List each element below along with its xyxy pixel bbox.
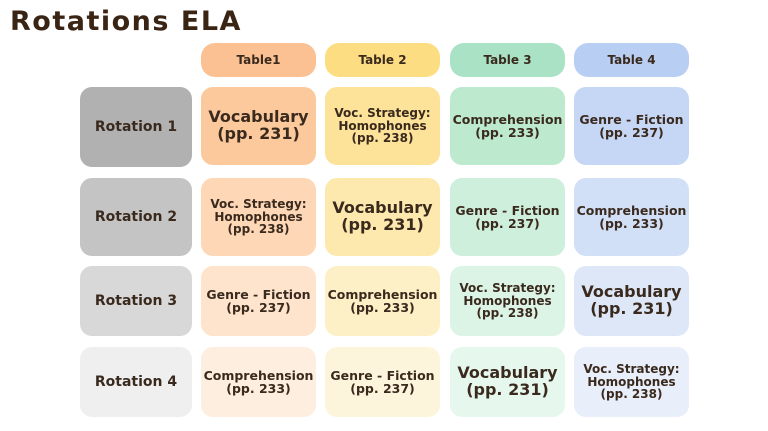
schedule-cell: Vocabulary (pp. 231) xyxy=(574,266,689,336)
schedule-cell: Vocabulary (pp. 231) xyxy=(450,347,565,417)
cell-activity: Vocabulary xyxy=(208,107,309,127)
cell-pages: (pp. 233) xyxy=(475,125,540,140)
cell-pages: (pp. 237) xyxy=(599,125,664,140)
cell-pages: (pp. 238) xyxy=(351,131,414,146)
cell-activity: Comprehension xyxy=(203,367,314,383)
cell-activity: Vocabulary xyxy=(332,198,433,218)
cell-activity: Vocabulary xyxy=(581,282,682,302)
cell-activity: Genre - Fiction xyxy=(330,367,435,383)
cell-activity: Comprehension xyxy=(327,286,438,302)
cell-pages: (pp. 237) xyxy=(475,216,540,231)
rotation-label-2: Rotation 2 xyxy=(80,178,192,256)
schedule-cell: Vocabulary (pp. 231) xyxy=(201,87,316,165)
schedule-cell: Comprehension (pp. 233) xyxy=(450,87,565,165)
schedule-cell: Genre - Fiction (pp. 237) xyxy=(574,87,689,165)
schedule-cell: Voc. Strategy: Homophones (pp. 238) xyxy=(325,87,440,165)
table-header-1: Table1 xyxy=(201,43,316,77)
cell-pages: (pp. 238) xyxy=(600,387,663,402)
cell-pages: (pp. 231) xyxy=(341,215,424,234)
cell-pages: (pp. 231) xyxy=(466,380,549,399)
cell-pages: (pp. 231) xyxy=(217,124,300,143)
schedule-cell: Comprehension (pp. 233) xyxy=(325,266,440,336)
rotation-label-3: Rotation 3 xyxy=(80,266,192,336)
schedule-cell: Comprehension (pp. 233) xyxy=(574,178,689,256)
cell-activity: Comprehension xyxy=(576,202,687,218)
cell-activity: Voc. Strategy: Homophones xyxy=(583,362,680,389)
cell-pages: (pp. 233) xyxy=(226,381,291,396)
cell-pages: (pp. 237) xyxy=(226,300,291,315)
cell-pages: (pp. 237) xyxy=(350,381,415,396)
table-header-3: Table 3 xyxy=(450,43,565,77)
cell-activity: Voc. Strategy: Homophones xyxy=(334,106,431,133)
cell-pages: (pp. 233) xyxy=(350,300,415,315)
cell-activity: Genre - Fiction xyxy=(579,111,684,127)
cell-pages: (pp. 231) xyxy=(590,299,673,318)
cell-activity: Voc. Strategy: Homophones xyxy=(210,197,307,224)
schedule-cell: Voc. Strategy: Homophones (pp. 238) xyxy=(450,266,565,336)
schedule-cell: Voc. Strategy: Homophones (pp. 238) xyxy=(201,178,316,256)
rotation-label-1: Rotation 1 xyxy=(80,87,192,167)
schedule-cell: Comprehension (pp. 233) xyxy=(201,347,316,417)
schedule-cell: Genre - Fiction (pp. 237) xyxy=(450,178,565,256)
table-header-2: Table 2 xyxy=(325,43,440,77)
schedule-cell: Voc. Strategy: Homophones (pp. 238) xyxy=(574,347,689,417)
page-title: Rotations ELA xyxy=(10,6,242,37)
schedule-cell: Genre - Fiction (pp. 237) xyxy=(325,347,440,417)
cell-activity: Genre - Fiction xyxy=(455,202,560,218)
cell-activity: Voc. Strategy: Homophones xyxy=(459,281,556,308)
cell-pages: (pp. 238) xyxy=(227,222,290,237)
cell-activity: Vocabulary xyxy=(457,363,558,383)
cell-pages: (pp. 233) xyxy=(599,216,664,231)
schedule-cell: Vocabulary (pp. 231) xyxy=(325,178,440,256)
cell-pages: (pp. 238) xyxy=(476,306,539,321)
schedule-cell: Genre - Fiction (pp. 237) xyxy=(201,266,316,336)
rotation-label-4: Rotation 4 xyxy=(80,347,192,417)
cell-activity: Comprehension xyxy=(452,111,563,127)
table-header-4: Table 4 xyxy=(574,43,689,77)
cell-activity: Genre - Fiction xyxy=(206,286,311,302)
